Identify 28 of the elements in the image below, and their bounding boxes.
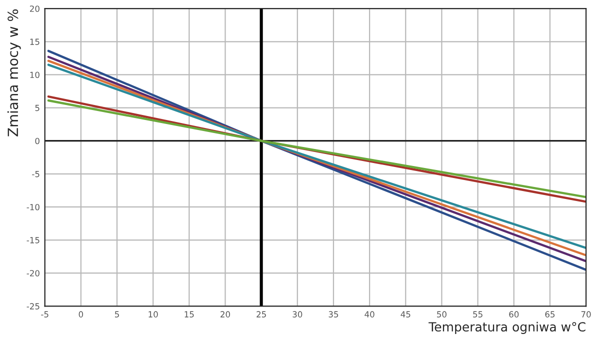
y-tick-label: -10	[26, 204, 40, 210]
y-tick-label: 15	[30, 38, 40, 45]
x-tick-label: 25	[256, 311, 266, 318]
x-tick-label: 40	[364, 311, 374, 318]
x-tick-label: 5	[115, 311, 119, 318]
y-tick-label: 0	[35, 138, 40, 144]
y-tick-label: -20	[26, 270, 40, 276]
x-tick-label: 55	[473, 311, 482, 318]
x-tick-label: 30	[292, 311, 302, 318]
x-tick-label: 50	[437, 311, 446, 318]
y-axis-title: Zmiana mocy w %	[7, 9, 21, 136]
y-tick-label: 20	[30, 6, 40, 12]
x-tick-label: 60	[509, 311, 519, 318]
x-tick-label: 35	[328, 311, 338, 318]
x-axis-title: Temperatura ogniwa w°C	[428, 322, 586, 334]
x-tick-label: 70	[581, 311, 591, 318]
x-tick-label: 10	[148, 311, 158, 318]
x-tick-label: 0	[78, 311, 84, 318]
y-tick-label: -15	[26, 237, 40, 244]
x-tick-label: 65	[545, 311, 555, 318]
x-tick-label: 15	[184, 311, 194, 318]
y-tick-label: 5	[35, 104, 40, 112]
x-tick-label: 20	[220, 311, 230, 318]
y-tick-label: -5	[32, 171, 40, 178]
y-tick-label: -25	[26, 303, 40, 310]
y-tick-label: 10	[30, 72, 40, 78]
x-tick-label: 45	[400, 311, 410, 318]
x-tick-label: -5	[41, 311, 48, 318]
